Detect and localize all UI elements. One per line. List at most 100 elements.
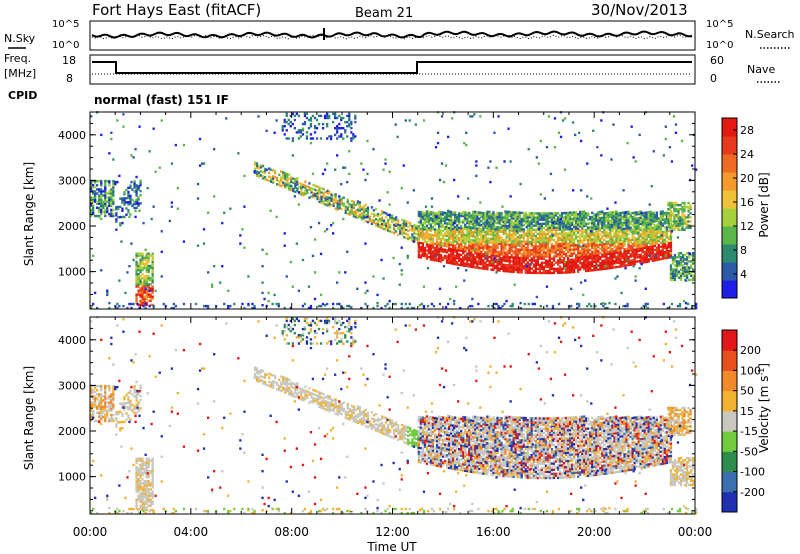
velocity-cell (108, 397, 111, 400)
power-cell (552, 238, 556, 242)
power-cell (423, 216, 427, 219)
power-cell (571, 270, 574, 274)
power-cell (609, 242, 612, 245)
power-cell (655, 238, 658, 241)
power-cell (673, 205, 676, 209)
power-cell (504, 259, 507, 263)
power-cell (673, 210, 676, 213)
power-cell (445, 240, 449, 244)
power-cell (490, 223, 493, 226)
power-cell (548, 271, 552, 275)
power-cell (550, 226, 554, 229)
power-cell (633, 225, 636, 229)
power-cell (255, 164, 259, 167)
power-cell (493, 256, 496, 260)
power-cell (540, 212, 543, 215)
power-cell (561, 226, 565, 229)
power-cell (119, 215, 122, 219)
velocity-cell (90, 403, 93, 406)
power-cell (448, 235, 451, 238)
power-cell (478, 211, 481, 214)
power-cell (534, 220, 537, 223)
power-cell (609, 246, 612, 249)
power-cell (581, 253, 584, 257)
power-cell (433, 232, 437, 235)
power-cell (450, 212, 453, 216)
power-cell (338, 302, 341, 306)
power-cell (651, 236, 654, 240)
power-cell (546, 224, 550, 227)
power-cell (251, 302, 254, 306)
power-cell (334, 168, 337, 171)
freq-tick-bottom: 8 (66, 72, 73, 85)
power-cell (486, 245, 489, 248)
power-cell (510, 241, 513, 245)
power-cell (318, 188, 321, 191)
power-cell (675, 224, 678, 227)
power-cell (125, 207, 128, 210)
power-cell (651, 255, 654, 258)
power-cell (458, 257, 461, 260)
power-cell (322, 196, 325, 199)
velocity-cell (106, 405, 109, 408)
power-cell (475, 160, 478, 163)
power-cell (569, 232, 572, 235)
power-cell (611, 264, 614, 267)
power-cell (520, 258, 523, 262)
power-cell (621, 260, 624, 264)
power-cell (120, 240, 123, 243)
power-cell (460, 249, 463, 252)
power-cell (427, 229, 431, 232)
power-cell (566, 219, 570, 223)
power-cell (294, 190, 297, 193)
power-cell (425, 210, 429, 213)
power-cell (259, 164, 263, 167)
power-cell (296, 189, 299, 192)
power-cell (530, 257, 533, 260)
power-cell (452, 260, 455, 263)
power-cell (229, 207, 232, 210)
power-cell (130, 154, 133, 157)
velocity-cell (112, 399, 115, 402)
power-cell (358, 215, 361, 218)
power-cell (633, 254, 636, 257)
power-cell (575, 260, 578, 263)
power-cell (443, 232, 447, 235)
power-cell (623, 229, 626, 233)
power-cell (482, 230, 485, 233)
power-cell (623, 242, 626, 245)
power-cell (486, 263, 489, 267)
power-cell (625, 231, 628, 234)
power-cell (518, 269, 521, 272)
power-cell (546, 236, 550, 240)
power-cell (538, 241, 541, 244)
power-cell (472, 218, 475, 222)
power-cell (334, 193, 337, 196)
power-cell (143, 299, 146, 303)
velocity-cell (94, 399, 97, 402)
power-cell (661, 247, 664, 250)
power-cell (681, 212, 684, 215)
power-cell (571, 223, 574, 227)
power-cell (267, 291, 270, 295)
power-cell (558, 259, 562, 262)
power-cell (474, 229, 477, 232)
power-cell (539, 193, 542, 196)
power-cell (528, 234, 531, 237)
power-cell (134, 209, 137, 212)
power-cell (593, 266, 596, 270)
power-cell (669, 264, 673, 267)
power-cell (135, 277, 138, 280)
power-cell (362, 211, 366, 214)
velocity-cell (117, 410, 120, 414)
power-cell (635, 248, 638, 251)
power-cell (112, 212, 115, 216)
power-cell (672, 115, 676, 118)
power-cell (631, 216, 634, 219)
power-cell (332, 302, 335, 306)
power-cell (92, 186, 95, 189)
power-cell (478, 217, 481, 220)
power-cell (583, 214, 586, 217)
power-cell (635, 254, 638, 257)
